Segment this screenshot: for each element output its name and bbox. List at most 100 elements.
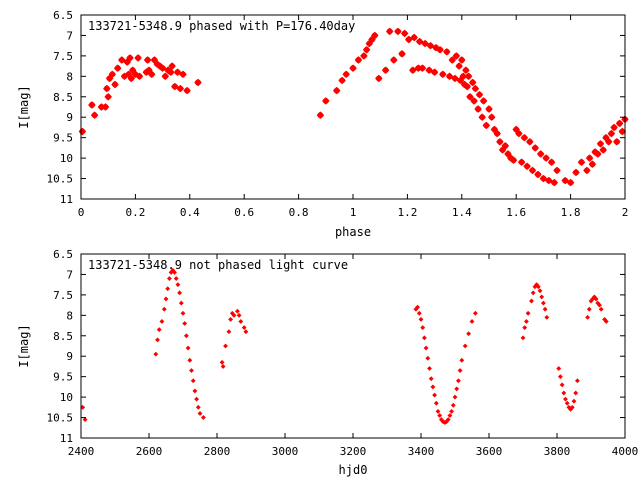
unphased-data-point — [231, 312, 237, 318]
phased-data-point — [400, 29, 409, 38]
phased-data-point — [415, 37, 424, 46]
phased-data-point — [409, 66, 417, 74]
phased-data-point — [515, 129, 523, 138]
phased-data-point — [585, 154, 594, 162]
phased-light-curve-panel: 0 0.2 0.4 0.6 0.8 1 1.2 1.4 1.6 1.8 2 6.5 7 7.5 8 8.5 9 9… — [17, 9, 629, 239]
phased-data-point — [111, 80, 119, 89]
phased-x-tick-label: 0.4 — [180, 206, 200, 219]
unphased-data-point — [435, 408, 441, 414]
phased-data-point — [466, 93, 474, 101]
unphased-data-point — [559, 382, 565, 388]
unphased-data-point — [459, 357, 465, 363]
phased-data-point — [545, 176, 553, 185]
unphased-x-tick-label: 3800 — [544, 445, 571, 458]
phased-data-point — [158, 64, 167, 72]
unphased-data-point — [573, 390, 579, 396]
unphased-data-point — [540, 300, 546, 306]
phased-data-point — [168, 62, 176, 70]
phased-data-point — [179, 70, 187, 79]
phased-x-tick-label: 1.4 — [452, 206, 472, 219]
unphased-data-point — [450, 402, 456, 408]
phased-data-point — [436, 46, 444, 54]
phased-y-tick-label: 7 — [66, 29, 73, 42]
phased-data-point — [604, 138, 613, 146]
unphased-data-point — [563, 396, 568, 402]
phased-data-point — [594, 150, 602, 158]
phased-y-tick-label: 8 — [66, 70, 73, 83]
phased-data-point — [613, 138, 621, 146]
unphased-data-point — [220, 364, 226, 369]
unphased-data-point — [455, 378, 461, 384]
unphased-data-point — [530, 290, 536, 296]
phased-data-point — [455, 62, 463, 70]
phased-data-point — [390, 56, 398, 64]
unphased-data-point — [219, 359, 225, 365]
unphased-data-point — [537, 288, 543, 294]
phased-data-point — [493, 129, 501, 138]
phased-data-point — [338, 76, 346, 85]
unphased-data-point — [192, 388, 198, 394]
phased-data-point — [528, 166, 537, 175]
phased-data-point — [194, 78, 202, 87]
phased-data-point — [536, 150, 545, 158]
unphased-x-tick-label: 2400 — [68, 445, 95, 458]
phased-data-point — [445, 72, 454, 81]
unphased-data-point — [445, 417, 451, 423]
unphased-data-point — [418, 316, 424, 322]
phased-x-tick-label: 1.6 — [506, 206, 526, 219]
unphased-data-point — [416, 310, 422, 316]
phased-x-tick-label: 0.8 — [289, 206, 309, 219]
phased-y-tick-label: 9.5 — [53, 132, 73, 145]
phased-data-point — [171, 82, 179, 91]
unphased-data-point — [194, 396, 200, 402]
phased-data-point — [426, 41, 435, 50]
phased-data-point — [176, 84, 185, 93]
unphased-x-tick-label: 2600 — [136, 445, 163, 458]
unphased-data-point — [423, 345, 429, 351]
unphased-data-point — [180, 310, 186, 316]
unphased-data-point — [433, 400, 439, 406]
phased-y-tick-label: 8.5 — [53, 91, 73, 104]
unphased-data-points — [80, 267, 609, 425]
unphased-data-point — [571, 398, 577, 404]
unphased-data-point — [223, 343, 228, 349]
phased-y-tick-label: 6.5 — [53, 9, 73, 22]
phased-data-point — [97, 103, 106, 111]
phased-data-point — [463, 82, 471, 91]
unphased-data-point — [421, 335, 427, 341]
phased-data-point — [531, 144, 539, 152]
phased-data-point — [360, 52, 368, 60]
unphased-y-tick-label: 6.5 — [53, 248, 73, 261]
unphased-data-point — [561, 390, 567, 396]
phased-data-point — [459, 72, 467, 81]
phased-data-point — [405, 35, 413, 44]
unphased-data-point — [447, 413, 453, 418]
unphased-data-point — [523, 319, 529, 324]
unphased-data-point — [603, 319, 609, 324]
phased-y-tick-label: 10 — [60, 152, 73, 165]
unphased-data-point — [182, 321, 188, 326]
phased-data-point — [464, 72, 473, 81]
unphased-x-tick-label: 3000 — [272, 445, 299, 458]
phased-data-point — [322, 97, 330, 105]
unphased-data-point — [236, 312, 242, 318]
phased-data-point — [468, 78, 477, 87]
phased-data-point — [425, 66, 433, 74]
unphased-data-point — [234, 308, 240, 314]
unphased-x-tick-label: 3400 — [408, 445, 435, 458]
unphased-data-point — [415, 304, 421, 310]
unphased-y-tick-label: 9.5 — [53, 371, 73, 384]
phased-x-axis-label: phase — [335, 225, 371, 239]
unphased-data-point — [185, 345, 191, 351]
unphased-data-point — [585, 314, 591, 320]
phased-data-point — [90, 111, 99, 119]
phased-x-tick-label: 1.8 — [561, 206, 581, 219]
phased-data-point — [539, 174, 548, 183]
phased-data-point — [371, 31, 379, 40]
phased-y-tick-label: 11 — [60, 193, 73, 206]
unphased-y-axis-label: I[mag] — [17, 324, 31, 367]
unphased-data-point — [539, 294, 545, 300]
phased-data-point — [342, 70, 350, 79]
unphased-data-point — [520, 335, 526, 341]
